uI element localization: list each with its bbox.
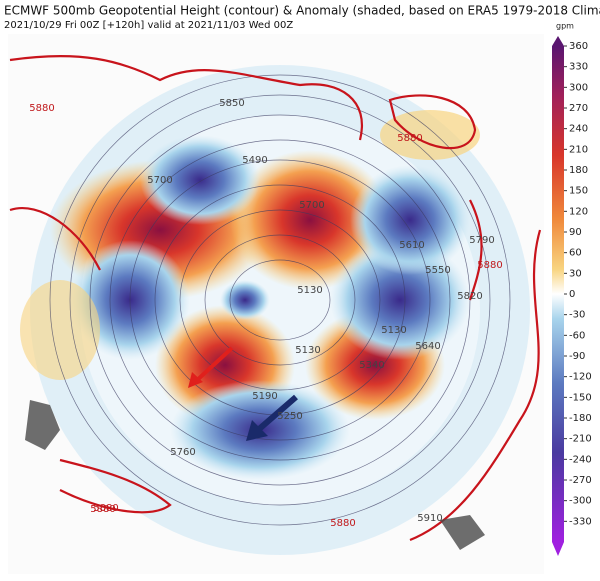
colorbar-tick-label: 60 [569, 248, 582, 259]
contour-label: 5250 [277, 411, 302, 422]
contour-labels: 5880 5880 5880 5880 5880 5850 5700 5490 5700 5610… [29, 98, 502, 529]
contour-label: 5190 [252, 391, 277, 402]
colorbar [552, 46, 564, 542]
colorbar-tick-label: 90 [569, 227, 582, 238]
colorbar-tick-label: 0 [569, 289, 575, 300]
colorbar-tick-label: 150 [569, 186, 588, 197]
contour-label: 5880 [397, 133, 422, 144]
colorbar-tick-label: 180 [569, 165, 588, 176]
contour-label: 5880 [93, 503, 118, 514]
colorbar-ticks: 3603303002702402101801501209060300-30-60… [564, 41, 592, 527]
contour-label: 5850 [219, 98, 244, 109]
colorbar-tick-label: -120 [569, 372, 592, 383]
contour-label: 5880 [330, 518, 355, 529]
colorbar-tick-label: 270 [569, 103, 588, 114]
colorbar-tick-label: -270 [569, 475, 592, 486]
colorbar-unit: gpm [556, 22, 574, 31]
title: ECMWF 500mb Geopotential Height (contour… [4, 4, 600, 18]
contour-label: 5130 [295, 345, 320, 356]
colorbar-tick-label: -30 [569, 310, 585, 321]
contour-label: 5130 [297, 285, 322, 296]
contour-label: 5820 [457, 291, 482, 302]
colorbar-tick-label: -240 [569, 454, 592, 465]
contour-label: 5880 [90, 504, 115, 515]
colorbar-tick-label: -180 [569, 413, 592, 424]
contour-label: 5790 [469, 235, 494, 246]
contour-label: 5880 [477, 260, 502, 271]
contour-label: 5700 [299, 200, 324, 211]
colorbar-tick-label: 120 [569, 206, 588, 217]
colorbar-extend [552, 542, 564, 556]
contour-label: 5880 [29, 103, 54, 114]
map [8, 34, 544, 574]
contour-label: 5340 [359, 360, 384, 371]
contour-label: 5490 [242, 155, 267, 166]
contour-label: 5130 [381, 325, 406, 336]
colorbar-tick-label: -150 [569, 392, 592, 403]
colorbar-tick-label: 330 [569, 62, 588, 73]
contour-label: 5760 [170, 447, 195, 458]
contour-label: 5700 [147, 175, 172, 186]
colorbar-tick-label: 300 [569, 82, 588, 93]
colorbar-tick-label: -90 [569, 351, 585, 362]
colorbar-tick-label: -330 [569, 516, 592, 527]
colorbar-tick-label: 30 [569, 268, 582, 279]
contour-label: 5910 [417, 513, 442, 524]
colorbar-tick-label: -60 [569, 330, 585, 341]
colorbar-tick-label: 360 [569, 41, 588, 52]
subtitle: 2021/10/29 Fri 00Z [+120h] valid at 2021… [4, 20, 293, 31]
colorbar-tick-label: 210 [569, 144, 588, 155]
contour-label: 5550 [425, 265, 450, 276]
colorbar-tick-label: 240 [569, 124, 588, 135]
colorbar-tick-label: -300 [569, 496, 592, 507]
colorbar-extend [552, 36, 564, 46]
contour-label: 5640 [415, 341, 440, 352]
contour-label: 5610 [399, 240, 424, 251]
colorbar-tick-label: -210 [569, 434, 592, 445]
